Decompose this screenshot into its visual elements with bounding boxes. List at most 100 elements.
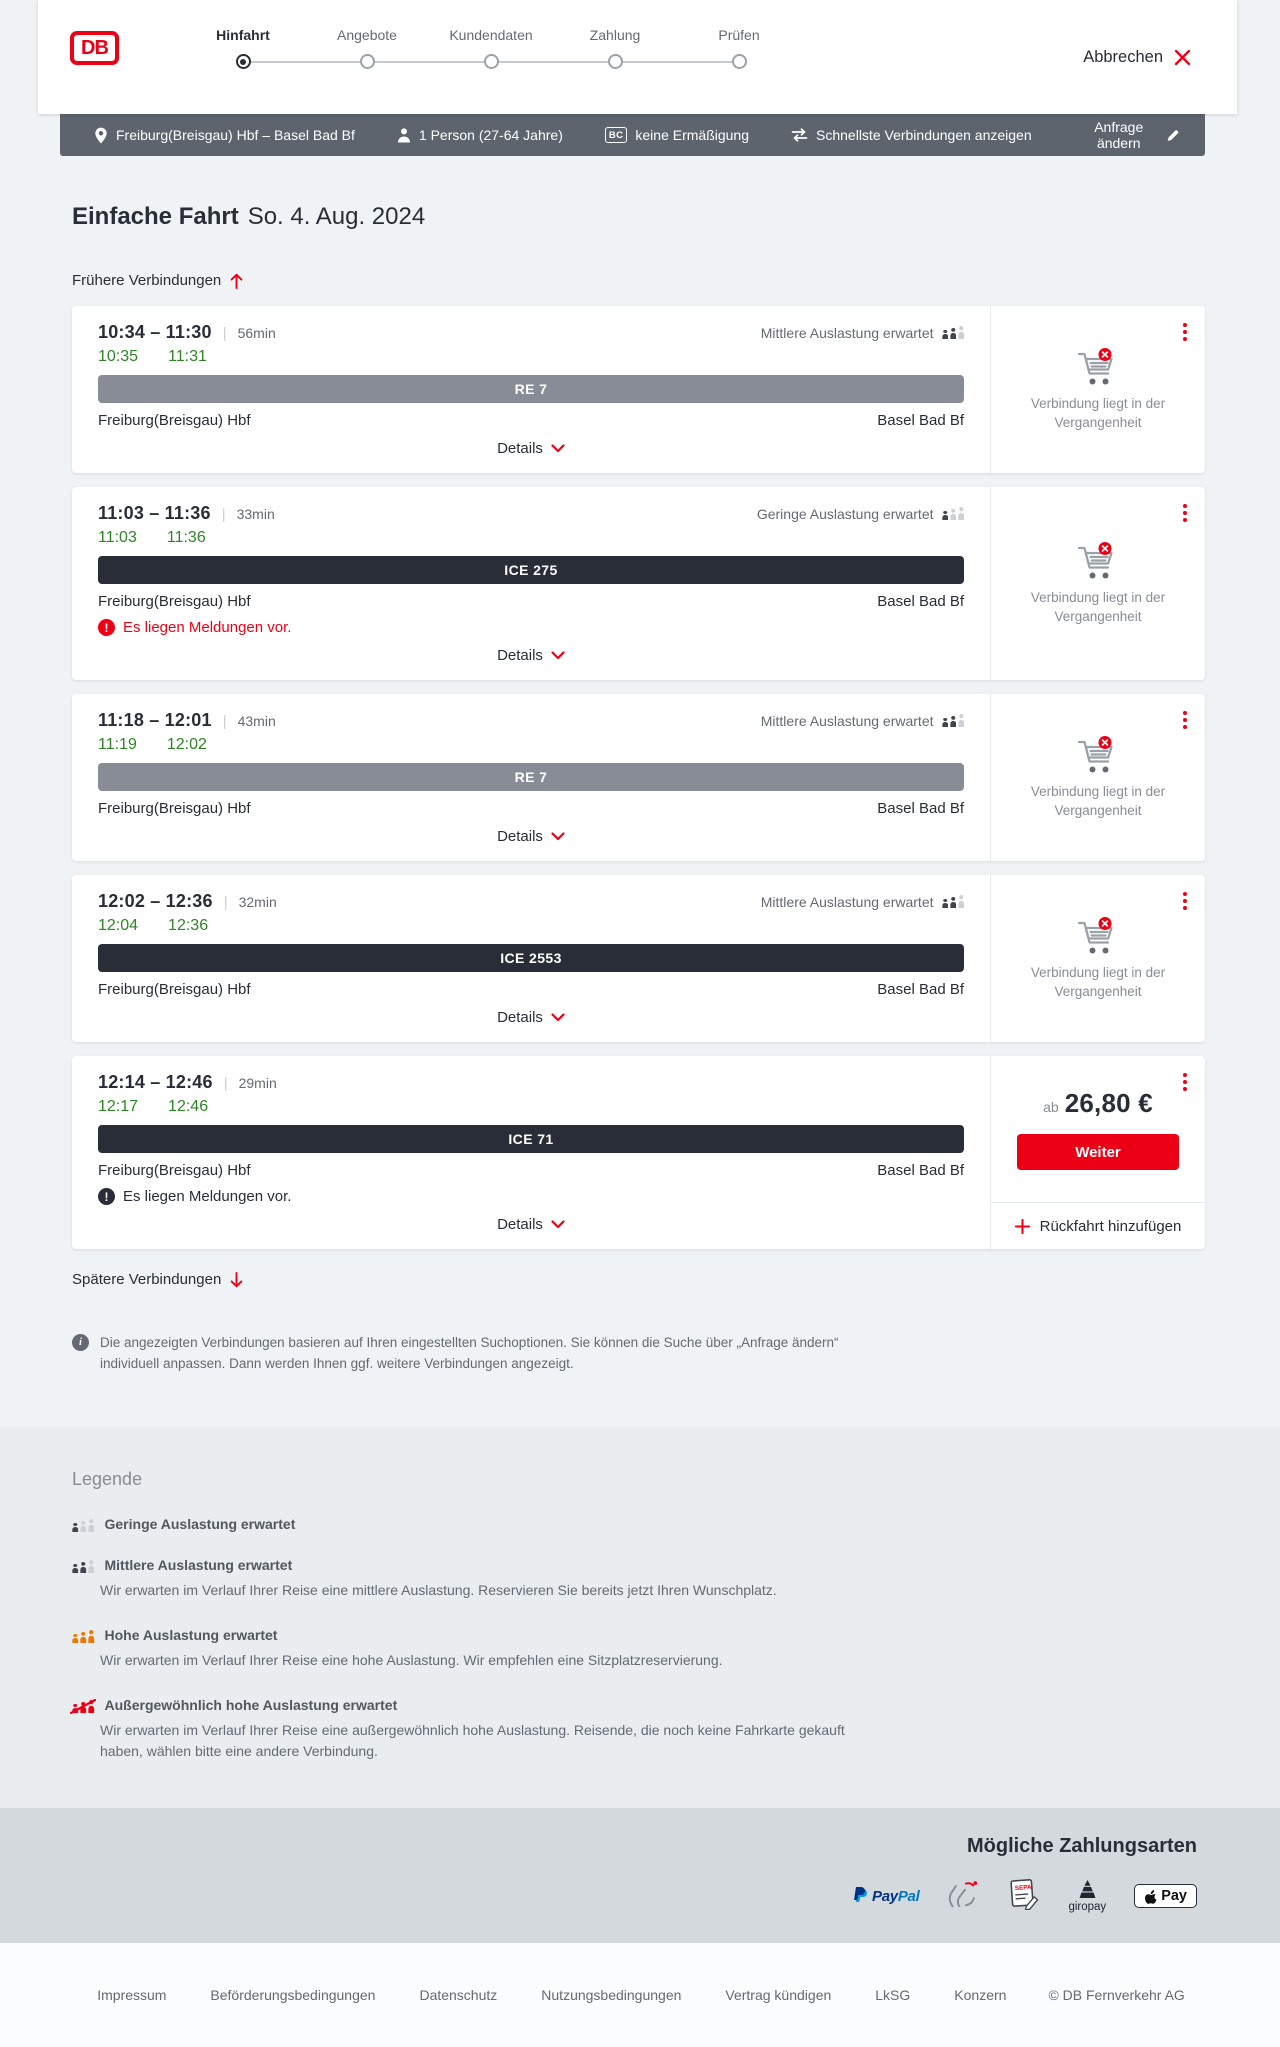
route-summary: Freiburg(Breisgau) Hbf – Basel Bad Bf: [94, 127, 355, 144]
past-connection-note: Verbindung liegt in der Vergangenheit: [991, 306, 1205, 473]
sepa-document-icon: SEPA: [1007, 1878, 1040, 1915]
details-button[interactable]: Details: [491, 824, 571, 849]
train-line-bar[interactable]: RE 7: [98, 763, 964, 792]
kebab-menu-button[interactable]: [1179, 888, 1191, 914]
occupancy-icon: [941, 507, 965, 521]
results-content: Einfache Fahrt So. 4. Aug. 2024 Frühere V…: [0, 202, 1280, 1375]
details-button[interactable]: Details: [491, 436, 571, 461]
footer-link[interactable]: Nutzungsbedingungen: [541, 1986, 682, 2003]
origin-station: Freiburg(Breisgau) Hbf: [98, 593, 251, 611]
realtime-departure: 11:03: [98, 529, 137, 547]
close-icon: [1174, 49, 1191, 66]
journey-main: 11:03 – 11:36 | 33min Geringe Auslastung e…: [72, 487, 990, 680]
search-summary-bar: Freiburg(Breisgau) Hbf – Basel Bad Bf 1 …: [60, 114, 1205, 156]
step-dot-icon: [731, 54, 747, 69]
step-angebote[interactable]: Angebote: [305, 26, 429, 69]
journey-main: 12:02 – 12:36 | 32min Mittlere Auslastung …: [72, 875, 990, 1042]
payment-icons: PayPal SEPA giropay Pay: [853, 1878, 1197, 1915]
journey-list: 10:34 – 11:30 | 56min Mittlere Auslastung …: [72, 306, 1205, 1250]
side-divider: [991, 1202, 1205, 1204]
app-header: DB Hinfahrt Angebote Kundendaten Zahlung…: [38, 0, 1237, 114]
cart-past-icon: [1077, 735, 1113, 773]
info-note-text: Die angezeigten Verbindungen basieren au…: [100, 1335, 839, 1371]
details-button[interactable]: Details: [491, 1005, 571, 1030]
footer-link[interactable]: Datenschutz: [419, 1986, 498, 2003]
journey-alert: ! Es liegen Meldungen vor.: [98, 1188, 964, 1206]
person-icon: [397, 127, 410, 142]
journey-time-range: 11:18 – 12:01 | 43min: [98, 710, 276, 731]
earlier-connections-link[interactable]: Frühere Verbindungen: [72, 272, 243, 289]
chevron-down-icon: [551, 832, 565, 841]
fastest-connections-toggle[interactable]: Schnellste Verbindungen anzeigen: [791, 127, 1032, 143]
kebab-menu-button[interactable]: [1179, 1069, 1191, 1095]
swap-arrows-icon: [791, 128, 808, 142]
origin-station: Freiburg(Breisgau) Hbf: [98, 981, 251, 999]
info-icon: i: [72, 1334, 89, 1352]
realtime-arrival: 12:46: [168, 1098, 209, 1116]
cancel-button[interactable]: Abbrechen: [1079, 44, 1195, 71]
realtime-times: 11:19 12:02: [98, 736, 964, 754]
destination-station: Basel Bad Bf: [877, 800, 964, 818]
journey-time-range: 12:14 – 12:46 | 29min: [98, 1072, 277, 1093]
kebab-menu-button[interactable]: [1179, 500, 1191, 526]
kebab-menu-button[interactable]: [1179, 319, 1191, 345]
details-button[interactable]: Details: [491, 1212, 571, 1237]
footer-link[interactable]: Konzern: [954, 1986, 1007, 2003]
cart-past-icon: [1077, 916, 1113, 954]
details-button[interactable]: Details: [491, 643, 571, 668]
step-kundendaten[interactable]: Kundendaten: [429, 26, 553, 69]
step-hinfahrt[interactable]: Hinfahrt: [181, 26, 305, 69]
footer-link[interactable]: Impressum: [97, 1986, 167, 2003]
train-line-bar[interactable]: ICE 2553: [98, 944, 964, 973]
journey-type-label: Einfache Fahrt: [72, 203, 239, 230]
train-line-bar[interactable]: RE 7: [98, 375, 964, 404]
step-prüfen[interactable]: Prüfen: [677, 26, 801, 69]
journey-duration: 56min: [237, 325, 276, 342]
db-logo[interactable]: DB: [70, 31, 119, 65]
realtime-departure: 12:17: [98, 1098, 139, 1116]
step-label: Zahlung: [589, 27, 641, 43]
add-return-button[interactable]: Rückfahrt hinzufügen: [991, 1203, 1205, 1249]
step-label: Angebote: [337, 27, 397, 43]
destination-station: Basel Bad Bf: [877, 981, 964, 999]
footer-link[interactable]: Beförderungsbedingungen: [210, 1986, 376, 2003]
occupancy-label: Mittlere Auslastung erwartet: [761, 894, 964, 910]
journey-side-panel: Verbindung liegt in der Vergangenheit: [990, 306, 1205, 474]
origin-station: Freiburg(Breisgau) Hbf: [98, 800, 251, 818]
step-dot-icon: [483, 54, 499, 69]
arrow-up-icon: [230, 273, 243, 289]
occupancy-icon: [70, 1698, 96, 1714]
journey-main: 11:18 – 12:01 | 43min Mittlere Auslastung …: [72, 694, 990, 861]
train-line-bar[interactable]: ICE 71: [98, 1125, 964, 1154]
later-connections-link[interactable]: Spätere Verbindungen: [72, 1271, 243, 1288]
pencil-icon: [1167, 129, 1179, 141]
legend-title: Legende: [72, 1468, 143, 1489]
progress-stepper: Hinfahrt Angebote Kundendaten Zahlung Pr…: [181, 26, 801, 69]
realtime-arrival: 12:36: [168, 917, 209, 935]
journey-duration: 33min: [236, 506, 275, 523]
step-zahlung[interactable]: Zahlung: [553, 26, 677, 69]
footer-copyright: © DB Fernverkehr AG: [1048, 1986, 1185, 2003]
continue-button[interactable]: Weiter: [1017, 1134, 1179, 1171]
chevron-down-icon: [551, 1220, 565, 1229]
hands-card-icon: [947, 1879, 979, 1914]
legend-description: Wir erwarten im Verlauf Ihrer Reise eine…: [100, 1721, 845, 1759]
step-label: Prüfen: [718, 27, 760, 43]
change-request-button[interactable]: Anfrage ändern: [1074, 118, 1185, 152]
payment-methods-title: Mögliche Zahlungsarten: [966, 1834, 1197, 1857]
svg-text:SEPA: SEPA: [1015, 1884, 1033, 1892]
page-footer: Impressum Beförderungsbedingungen Datensch…: [0, 1942, 1280, 2047]
train-line-bar[interactable]: ICE 275: [98, 556, 964, 585]
destination-station: Basel Bad Bf: [877, 593, 964, 611]
alert-icon: !: [98, 619, 115, 637]
destination-station: Basel Bad Bf: [877, 1162, 964, 1180]
realtime-departure: 11:19: [98, 736, 137, 754]
footer-link[interactable]: LkSG: [875, 1986, 911, 2003]
kebab-menu-button[interactable]: [1179, 707, 1191, 733]
footer-link[interactable]: Vertrag kündigen: [725, 1986, 832, 2003]
realtime-times: 12:17 12:46: [98, 1098, 964, 1116]
realtime-times: 12:04 12:36: [98, 917, 964, 935]
journey-card: 11:18 – 12:01 | 43min Mittlere Auslastung …: [72, 694, 1205, 862]
step-label: Kundendaten: [449, 27, 533, 43]
